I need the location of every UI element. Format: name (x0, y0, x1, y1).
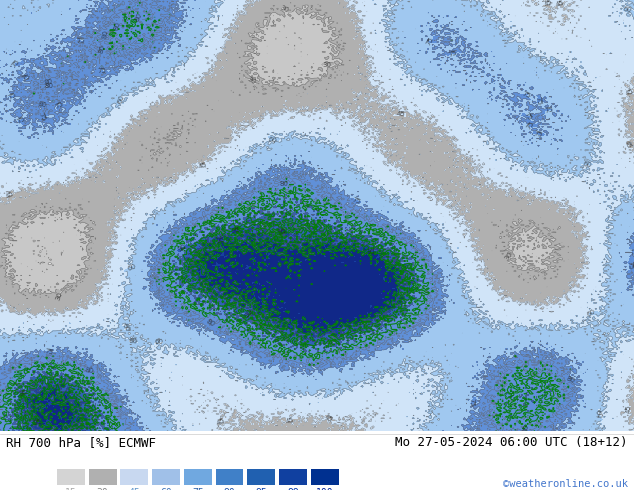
Text: 45: 45 (323, 414, 334, 423)
Text: 75: 75 (523, 111, 533, 122)
Text: 60: 60 (160, 488, 172, 490)
Text: 80: 80 (134, 12, 143, 23)
Text: 30: 30 (504, 251, 514, 262)
Bar (120, 469, 148, 485)
Text: 80: 80 (205, 318, 216, 327)
Bar (89, 469, 117, 485)
Text: 45: 45 (129, 488, 140, 490)
Text: 45: 45 (285, 416, 295, 424)
Text: 60: 60 (593, 409, 602, 419)
Text: 75: 75 (8, 92, 18, 101)
Text: 75: 75 (351, 196, 361, 205)
Text: ©weatheronline.co.uk: ©weatheronline.co.uk (503, 479, 628, 489)
Text: 75: 75 (544, 106, 554, 114)
Bar (247, 469, 275, 485)
Text: 80: 80 (84, 367, 94, 374)
Text: Mo 27-05-2024 06:00 UTC (18+12): Mo 27-05-2024 06:00 UTC (18+12) (395, 436, 628, 449)
Text: 75: 75 (55, 100, 65, 110)
Text: 75: 75 (76, 38, 85, 44)
Text: 75: 75 (44, 348, 54, 356)
Text: 60: 60 (582, 161, 592, 168)
Text: 45: 45 (624, 88, 634, 97)
Text: 45: 45 (396, 111, 405, 118)
Text: 80: 80 (98, 44, 107, 54)
Text: 45: 45 (198, 162, 208, 170)
Text: 99: 99 (287, 488, 299, 490)
Text: 30: 30 (323, 62, 332, 68)
Text: 75: 75 (425, 36, 436, 47)
Text: 30: 30 (97, 488, 108, 490)
Text: 15: 15 (65, 488, 77, 490)
Text: 75: 75 (448, 49, 458, 58)
Text: 60: 60 (267, 136, 277, 144)
Text: 75: 75 (626, 260, 633, 270)
Bar (311, 469, 339, 485)
Text: 90: 90 (177, 243, 188, 253)
Bar (152, 469, 180, 485)
Text: 75: 75 (97, 68, 107, 74)
Text: 75: 75 (11, 58, 21, 69)
Text: 95: 95 (366, 248, 375, 255)
Text: 80: 80 (44, 78, 54, 86)
Bar (57, 469, 85, 485)
Text: 75: 75 (16, 116, 27, 125)
Text: 80: 80 (101, 29, 109, 40)
Text: 75: 75 (534, 96, 542, 106)
Text: 45: 45 (5, 190, 16, 199)
Text: 80: 80 (522, 424, 529, 434)
Text: 75: 75 (469, 398, 474, 407)
Text: 60: 60 (121, 322, 131, 333)
Text: 30: 30 (279, 4, 290, 13)
Text: 75: 75 (533, 130, 543, 138)
Text: 90: 90 (18, 389, 29, 397)
Text: 60: 60 (126, 263, 137, 271)
Text: 60: 60 (623, 6, 633, 13)
Text: 95: 95 (256, 488, 267, 490)
Text: 80: 80 (113, 21, 122, 31)
Text: 75: 75 (38, 112, 48, 122)
Text: RH 700 hPa [%] ECMWF: RH 700 hPa [%] ECMWF (6, 436, 157, 449)
Text: 80: 80 (44, 83, 53, 89)
Text: 45: 45 (626, 404, 631, 413)
Text: 30: 30 (55, 291, 63, 301)
Text: 45: 45 (544, 0, 554, 7)
Text: 30: 30 (245, 76, 256, 86)
Text: 80: 80 (280, 181, 288, 187)
Text: 75: 75 (192, 488, 204, 490)
Text: 75: 75 (628, 245, 634, 256)
Text: 60: 60 (117, 94, 125, 104)
Text: 80: 80 (37, 101, 47, 109)
Text: 80: 80 (565, 375, 576, 384)
Text: 60: 60 (155, 339, 164, 345)
Text: 45: 45 (623, 140, 633, 150)
Text: 60: 60 (586, 308, 597, 318)
Text: 45: 45 (216, 416, 226, 425)
Bar (216, 469, 243, 485)
Text: 75: 75 (525, 120, 535, 130)
Bar (184, 469, 212, 485)
Text: 90: 90 (243, 308, 254, 319)
Text: 95: 95 (231, 227, 240, 234)
Text: 60: 60 (129, 338, 138, 344)
Text: 90: 90 (224, 488, 235, 490)
Bar (279, 469, 307, 485)
Text: 45: 45 (555, 0, 565, 7)
Text: 75: 75 (521, 91, 532, 99)
Text: 95: 95 (32, 419, 42, 426)
Text: 100: 100 (316, 488, 333, 490)
Text: 75: 75 (21, 74, 31, 82)
Text: 95: 95 (277, 228, 287, 236)
Text: 95: 95 (216, 237, 226, 245)
